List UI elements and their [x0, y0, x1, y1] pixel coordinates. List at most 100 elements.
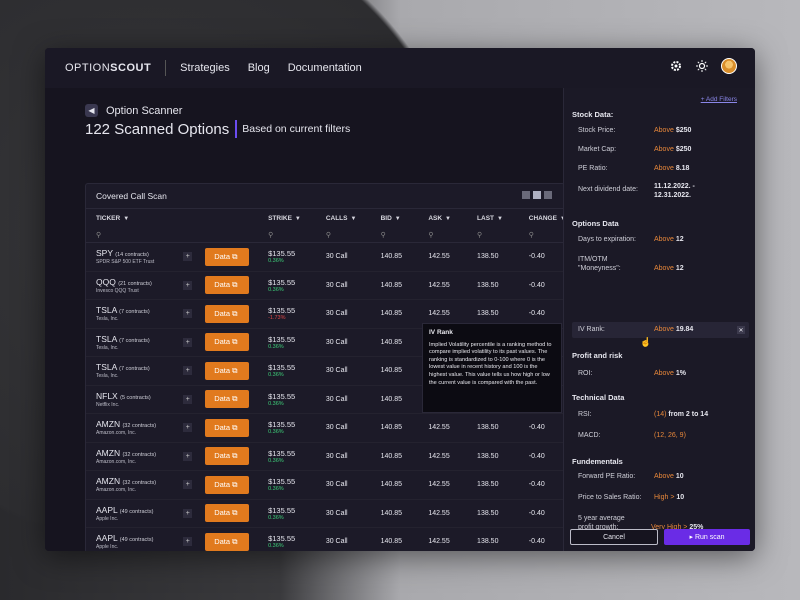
- breadcrumb: ◀ Option Scanner: [85, 104, 182, 117]
- search-icon[interactable]: ⚲: [86, 228, 174, 243]
- search-icon[interactable]: ⚲: [315, 228, 371, 243]
- add-icon[interactable]: +: [183, 423, 193, 433]
- run-scan-button[interactable]: ▸ Run scan: [664, 529, 750, 545]
- data-button[interactable]: Data ⧉: [205, 447, 250, 466]
- filter-value-price-to-sales[interactable]: High > 10: [654, 494, 685, 501]
- table-row[interactable]: SPY (14 contracts) SPDR S&P 500 ETF Trust…: [86, 242, 564, 272]
- search-icon[interactable]: ⚲: [370, 228, 419, 243]
- page-title-text: 122 Scanned Options: [85, 120, 230, 138]
- table-row[interactable]: AMZN (32 contracts) Amazon.com, Inc. + Data…: [86, 442, 564, 471]
- nav-link-blog[interactable]: Blog: [247, 62, 270, 74]
- close-icon[interactable]: ✕: [737, 326, 745, 334]
- filter-value-forward-pe[interactable]: Above 10: [654, 473, 684, 480]
- add-icon[interactable]: +: [183, 252, 193, 262]
- table-row[interactable]: AMZN (32 contracts) Amazon.com, Inc. + Data…: [86, 413, 564, 443]
- data-button[interactable]: Data ⧉: [205, 504, 250, 523]
- add-icon[interactable]: +: [183, 280, 193, 290]
- top-nav: OPTIONSCOUT Strategies Blog Documentatio…: [45, 48, 755, 88]
- col-header-ask[interactable]: ASK ▼: [418, 208, 468, 229]
- cancel-button[interactable]: Cancel: [570, 529, 658, 545]
- add-icon[interactable]: +: [183, 366, 193, 376]
- add-icon[interactable]: +: [183, 337, 193, 347]
- col-header-ticker[interactable]: TICKER ▼: [86, 208, 174, 229]
- add-icon[interactable]: +: [183, 537, 193, 547]
- col-header-bid[interactable]: BID ▼: [370, 208, 419, 229]
- filter-value-market-cap[interactable]: Above $250: [654, 146, 692, 153]
- table-row[interactable]: QQQ (21 contracts) Invesco QQQ Trust + Data…: [86, 271, 564, 300]
- filter-value-stock-price[interactable]: Above $250: [654, 127, 692, 134]
- data-button[interactable]: Data ⧉: [205, 361, 250, 380]
- bid-cell: 140.85: [370, 470, 419, 500]
- add-icon[interactable]: +: [183, 394, 193, 404]
- table-row[interactable]: AAPL (49 contracts) Apple Inc. + Data ⧉ $135…: [86, 499, 564, 528]
- add-icon[interactable]: +: [183, 508, 193, 518]
- bid-cell: 140.85: [370, 499, 419, 528]
- gear-icon[interactable]: [669, 59, 683, 73]
- filter-value-roi[interactable]: Above 1%: [654, 370, 686, 377]
- add-filters-link[interactable]: + Add Filters: [700, 96, 737, 103]
- grid-view-icon[interactable]: [544, 191, 552, 199]
- filter-value-moneyness[interactable]: Above 12: [654, 265, 684, 272]
- filter-row-iv-rank[interactable]: ✕: [572, 322, 749, 338]
- search-icon[interactable]: ⚲: [418, 228, 468, 243]
- filter-value-profit-growth[interactable]: Very High > 25%: [651, 524, 704, 531]
- filter-value-macd[interactable]: (12, 26, 9): [654, 432, 686, 439]
- section-fundamentals: Fundementals: [572, 457, 623, 466]
- data-button[interactable]: Data ⧉: [205, 390, 250, 409]
- calls-cell: 30 Call: [315, 413, 371, 443]
- last-cell: 138.50: [467, 271, 519, 300]
- strike-cell: $135.55 0.36%: [258, 442, 316, 471]
- data-button[interactable]: Data ⧉: [205, 532, 250, 551]
- back-arrow-icon[interactable]: ◀: [85, 104, 98, 117]
- ticker-cell: AAPL (49 contracts) Apple Inc.: [86, 499, 174, 528]
- table-row[interactable]: AAPL (49 contracts) Apple Inc. + Data ⧉ $135…: [86, 527, 564, 551]
- search-icon[interactable]: ⚲: [258, 228, 316, 243]
- calls-cell: 30 Call: [315, 356, 371, 386]
- strike-cell: $135.55 0.36%: [258, 385, 316, 414]
- data-button[interactable]: Data ⧉: [205, 333, 250, 352]
- search-icon[interactable]: ⚲: [518, 228, 564, 243]
- filter-value-pe-ratio[interactable]: Above 8.18: [654, 165, 690, 172]
- calls-cell: 30 Call: [315, 442, 371, 471]
- avatar[interactable]: [721, 58, 737, 74]
- sun-icon[interactable]: [695, 59, 709, 73]
- add-icon[interactable]: +: [183, 480, 193, 490]
- filters-sidebar: + Add Filters Stock Data: Stock Price: A…: [563, 88, 755, 551]
- col-header-calls[interactable]: CALLS ▼: [315, 208, 371, 229]
- table-row[interactable]: TSLA (7 contracts) Tesla, Inc. + Data ⧉ $135…: [86, 299, 564, 329]
- ticker-cell: TSLA (7 contracts) Tesla, Inc.: [86, 328, 174, 357]
- nav-link-documentation[interactable]: Documentation: [287, 62, 362, 74]
- filter-value-days-to-expiration[interactable]: Above 12: [654, 236, 684, 243]
- table-row[interactable]: NFLX (5 contracts) Netflix Inc. + Data ⧉ $13…: [86, 385, 564, 414]
- search-icon[interactable]: ⚲: [467, 228, 519, 243]
- nav-link-strategies[interactable]: Strategies: [180, 62, 230, 74]
- filter-label: 5 year average profit growth:: [578, 515, 625, 531]
- col-header-last[interactable]: LAST ▼: [467, 208, 519, 229]
- bid-cell: 140.85: [370, 328, 419, 357]
- filter-value-dividend-date[interactable]: 11.12.2022. - 12.31.2022.: [654, 183, 695, 199]
- calls-cell: 30 Call: [315, 527, 371, 551]
- panel-title: Covered Call Scan: [96, 191, 167, 201]
- data-button[interactable]: Data ⧉: [205, 247, 250, 266]
- add-icon[interactable]: +: [183, 451, 193, 461]
- col-header-strike[interactable]: STRIKE ▼: [258, 208, 316, 229]
- section-stock-data: Stock Data:: [572, 110, 614, 119]
- tooltip-title: IV Rank: [429, 329, 453, 336]
- filter-value-iv-rank[interactable]: Above 19.84: [654, 326, 694, 333]
- table-header-row: TICKER ▼ STRIKE ▼ CALLS ▼ BID ▼ ASK ▼ LAST ▼ C…: [86, 208, 564, 229]
- data-button[interactable]: Data ⧉: [205, 276, 250, 295]
- data-button[interactable]: Data ⧉: [205, 304, 250, 323]
- iv-rank-tooltip: IV Rank Implied Volatility percentile is…: [422, 323, 562, 413]
- ask-cell: 142.55: [418, 242, 468, 272]
- data-button[interactable]: Data ⧉: [205, 418, 250, 437]
- col-header-change[interactable]: CHANGE▼: [518, 208, 564, 229]
- bid-cell: 140.85: [370, 527, 419, 551]
- table-view-icon[interactable]: [533, 191, 541, 199]
- table-row[interactable]: AMZN (32 contracts) Amazon.com, Inc. + Data…: [86, 470, 564, 500]
- data-button[interactable]: Data ⧉: [205, 475, 250, 494]
- ticker-cell: TSLA (7 contracts) Tesla, Inc.: [86, 299, 174, 329]
- change-cell: -0.40: [518, 527, 564, 551]
- list-view-icon[interactable]: [522, 191, 530, 199]
- filter-value-rsi[interactable]: (14) from 2 to 14: [654, 411, 709, 418]
- add-icon[interactable]: +: [183, 309, 193, 319]
